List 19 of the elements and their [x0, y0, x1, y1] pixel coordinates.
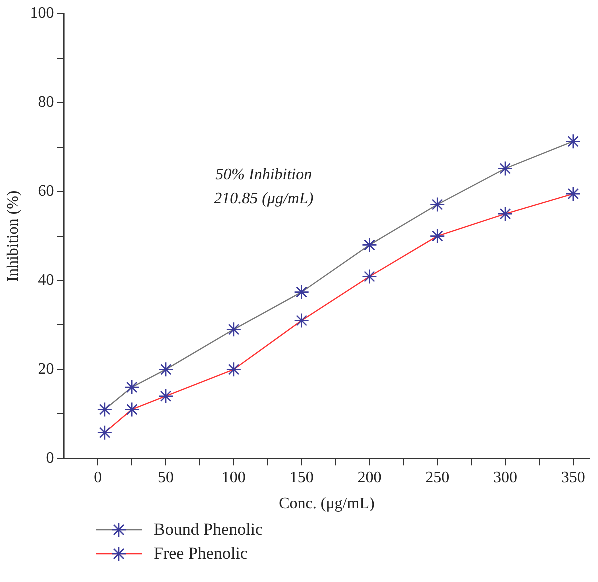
x-tick-label: 0	[94, 469, 102, 486]
x-tick-label: 200	[358, 469, 382, 486]
x-tick-label: 50	[158, 469, 174, 486]
legend-label: Bound Phenolic	[154, 520, 264, 540]
y-tick-label: 20	[38, 360, 54, 378]
y-tick-label: 40	[38, 272, 54, 289]
x-tick-label: 300	[494, 469, 518, 486]
y-tick-label: 0	[46, 450, 54, 467]
x-tick-label: 150	[290, 469, 314, 486]
x-tick-label: 100	[222, 469, 246, 486]
legend-label: Free Phenolic	[154, 544, 248, 564]
annotation: 50% Inhibition 210.85 (μg/mL)	[214, 166, 314, 208]
x-tick-label: 350	[561, 469, 586, 486]
x-axis-title: Conc. (μg/mL)	[279, 496, 375, 513]
y-axis-title: Inhibition (%)	[4, 190, 22, 282]
x-tick-label: 250	[426, 469, 450, 486]
y-tick-label: 60	[38, 183, 54, 200]
y-tick-label: 80	[38, 94, 54, 112]
y-tick-label: 100	[30, 5, 54, 22]
